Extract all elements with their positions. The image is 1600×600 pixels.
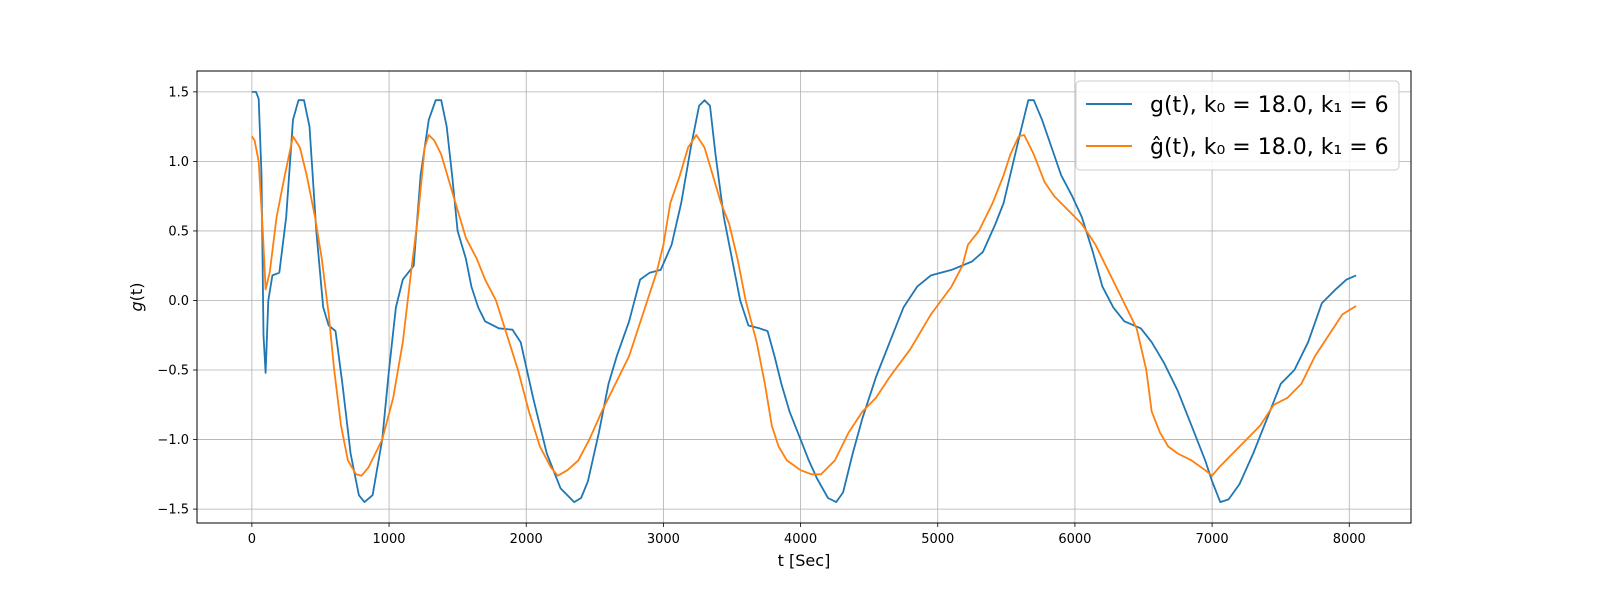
- y-tick-label: −0.5: [157, 364, 189, 379]
- y-tick-label: 1.5: [168, 85, 189, 100]
- x-axis-label: t [Sec]: [778, 551, 831, 570]
- series-line-1: [251, 91, 1357, 503]
- x-axis-ticks: 0 1000 2000 3000 4000 5000 6000 7000 8000: [248, 523, 1366, 547]
- y-tick-label: 0.0: [168, 294, 189, 309]
- x-tick-label: 6000: [1058, 532, 1091, 547]
- y-tick-label: −1.0: [157, 433, 189, 448]
- x-tick-label: 2000: [510, 532, 543, 547]
- x-tick-label: 4000: [784, 532, 817, 547]
- y-axis-label: g(t): [127, 283, 146, 312]
- y-tick-label: 1.0: [168, 155, 189, 170]
- x-tick-label: 8000: [1333, 532, 1366, 547]
- x-tick-label: 5000: [921, 532, 954, 547]
- plot-frame: [196, 70, 1412, 524]
- x-tick-label: 0: [248, 532, 256, 547]
- legend-box: [1075, 80, 1400, 171]
- y-tick-label: −1.5: [157, 503, 189, 518]
- legend-label-2: ĝ(t), k₀ = 18.0, k₁ = 6: [1150, 135, 1389, 160]
- y-axis-ticks: −1.5 −1.0 −0.5 0.0 0.5 1.0 1.5: [157, 85, 197, 518]
- x-tick-label: 3000: [647, 532, 680, 547]
- y-tick-label: 0.5: [168, 224, 189, 239]
- legend-label-1: g(t), k₀ = 18.0, k₁ = 6: [1150, 93, 1389, 118]
- series-line-2: [251, 134, 1357, 477]
- x-tick-label: 1000: [372, 532, 405, 547]
- series-layer: [251, 91, 1357, 503]
- legend: g(t), k₀ = 18.0, k₁ = 6 ĝ(t), k₀ = 18.0, …: [1075, 80, 1400, 171]
- x-tick-label: 7000: [1196, 532, 1229, 547]
